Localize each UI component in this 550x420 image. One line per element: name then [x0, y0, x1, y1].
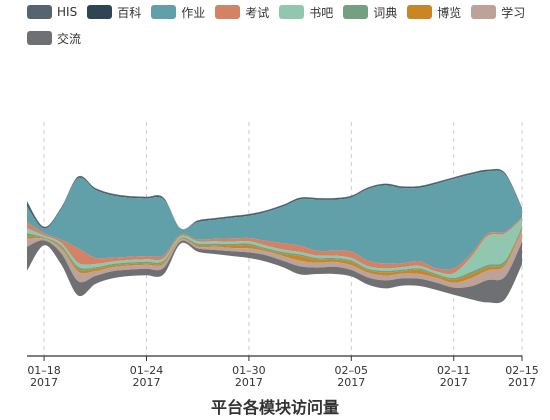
legend-label: 交流: [57, 31, 82, 46]
legend-swatch: [151, 5, 177, 19]
x-tick-year: 2017: [508, 376, 536, 389]
legend-label: 书吧: [309, 5, 334, 20]
x-tick-label: 01–24: [130, 364, 164, 377]
legend-item[interactable]: 博览: [407, 3, 461, 21]
stream-layer: [27, 228, 522, 283]
x-tick-year: 2017: [30, 376, 58, 389]
legend-item[interactable]: 交流: [27, 29, 81, 47]
legend-swatch: [471, 5, 497, 19]
legend-swatch: [27, 5, 52, 19]
x-tick-label: 01–30: [232, 364, 266, 377]
stream-layer: [27, 217, 522, 275]
legend-label: 学习: [501, 5, 526, 20]
stream-layer: [27, 230, 522, 288]
legend-label: 考试: [245, 5, 270, 20]
stream-layer: [27, 218, 522, 279]
legend-label: 百科: [117, 5, 142, 20]
legend-swatch: [343, 5, 369, 19]
legend-swatch: [27, 31, 52, 45]
legend-item[interactable]: 学习: [471, 3, 525, 21]
legend-swatch: [87, 5, 113, 19]
stream-layer: [27, 240, 522, 304]
legend: HIS 百科 作业 考试 书吧 词典 博览 学习交流: [27, 3, 537, 55]
stream-layer: [27, 170, 522, 270]
x-tick-year: 2017: [235, 376, 263, 389]
legend-swatch: [407, 5, 433, 19]
stream-layers: [27, 168, 522, 304]
legend-item[interactable]: 词典: [343, 3, 397, 21]
x-tick-year: 2017: [440, 376, 468, 389]
legend-label: 博览: [437, 5, 462, 20]
legend-swatch: [215, 5, 241, 19]
x-tick-label: 02–11: [437, 364, 471, 377]
x-tick-year: 2017: [337, 376, 365, 389]
x-tick-label: 02–15: [505, 364, 539, 377]
x-tick-label: 02–05: [335, 364, 369, 377]
chart-title: 平台各模块访问量: [210, 398, 339, 417]
legend-label: 作业: [181, 5, 206, 20]
legend-item[interactable]: 百科: [87, 3, 141, 21]
legend-item[interactable]: HIS: [27, 3, 77, 21]
legend-label: HIS: [57, 5, 78, 19]
legend-item[interactable]: 书吧: [279, 3, 333, 21]
x-tick-year: 2017: [132, 376, 160, 389]
x-tick-label: 01–18: [27, 364, 61, 377]
legend-label: 词典: [373, 5, 398, 20]
legend-item[interactable]: 考试: [215, 3, 269, 21]
legend-swatch: [279, 5, 305, 19]
legend-item[interactable]: 作业: [151, 3, 205, 21]
